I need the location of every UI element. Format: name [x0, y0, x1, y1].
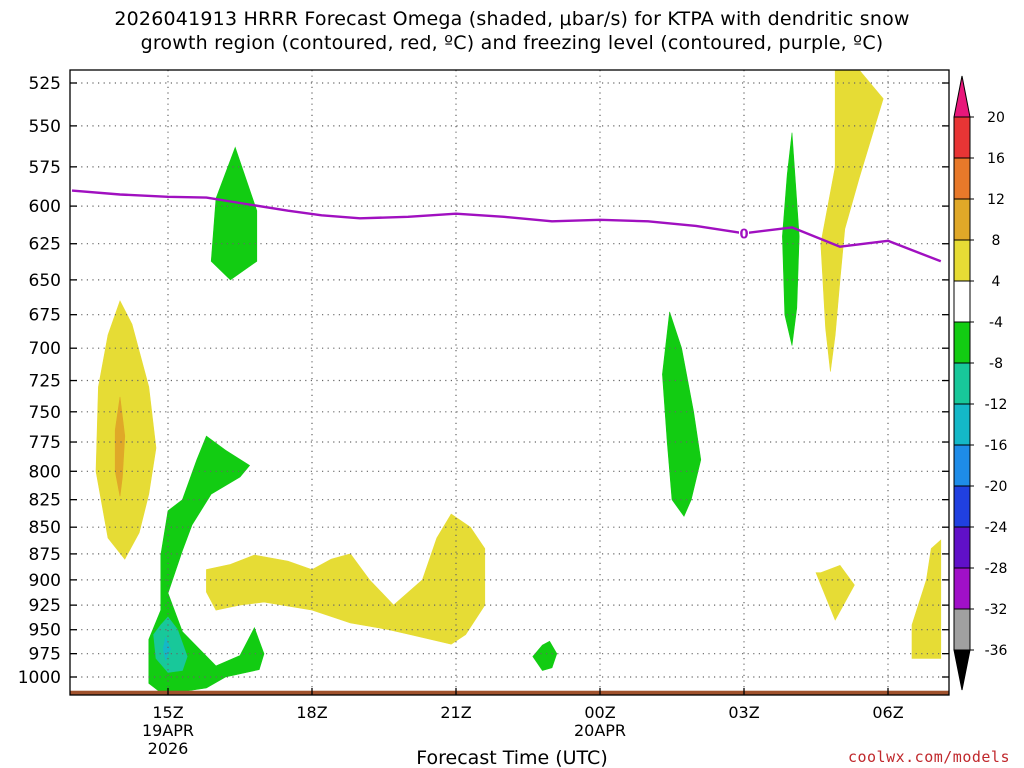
- y-tick-label: 550: [29, 117, 61, 137]
- colorbar-label: -24: [985, 520, 1008, 536]
- colorbar-label: -36: [985, 643, 1008, 659]
- y-tick-label: 750: [29, 403, 61, 423]
- colorbar-swatch-11: [953, 567, 971, 610]
- y-tick-label: 725: [29, 372, 61, 392]
- omega-region-9: [782, 132, 800, 346]
- colorbar-label: -20: [985, 479, 1008, 495]
- omega-region-10: [820, 69, 884, 372]
- y-tick-label: 825: [29, 491, 61, 511]
- x-axis-label: Forecast Time (UTC): [416, 747, 607, 768]
- x-tick-label: 06Z: [872, 703, 903, 722]
- y-axis: 525 550 575 600 625 650 675 700 725 750 775 800 825 8…: [18, 74, 949, 688]
- y-tick-label: 600: [29, 197, 61, 217]
- y-tick-label: 875: [29, 545, 61, 565]
- omega-region-6: [206, 513, 486, 645]
- omega-region-5: [162, 636, 171, 662]
- colorbar-label: 8: [992, 233, 1001, 249]
- colorbar-swatch-10: [953, 526, 971, 569]
- y-tick-label: 675: [29, 306, 61, 326]
- freezing-level-line: [71, 189, 942, 263]
- colorbar-swatch-2: [953, 198, 971, 241]
- x-tick-label: 03Z: [728, 703, 759, 722]
- colorbar-swatch-6: [953, 362, 971, 405]
- surface-band: [70, 690, 949, 695]
- colorbar-label: -16: [985, 438, 1008, 454]
- colorbar-bottom-arrow: [953, 649, 971, 691]
- colorbar-label: 4: [992, 274, 1001, 290]
- x-tick-label: 19APR: [142, 721, 194, 740]
- y-tick-label: 1000: [18, 668, 61, 688]
- omega-region-7: [532, 640, 558, 671]
- y-tick-label: 700: [29, 339, 61, 359]
- colorbar-label: -32: [985, 602, 1008, 618]
- source-credit: coolwx.com/models: [847, 748, 1010, 766]
- colorbar-label: 20: [987, 110, 1005, 126]
- chart-title-line-2: growth region (contoured, red, ºC) and f…: [140, 32, 884, 54]
- y-tick-label: 575: [29, 158, 61, 178]
- x-tick-label: 15Z: [152, 703, 183, 722]
- y-tick-label: 525: [29, 74, 61, 94]
- colorbar-swatch-0: [953, 116, 971, 159]
- colorbar-swatch-3: [953, 239, 971, 282]
- colorbar-swatch-7: [953, 403, 971, 446]
- freezing-level-label: 0: [739, 227, 748, 242]
- chart-title-line-1: 2026041913 HRRR Forecast Omega (shaded, …: [114, 8, 910, 30]
- x-tick-label: 21Z: [440, 703, 471, 722]
- y-tick-label: 625: [29, 235, 61, 255]
- y-tick-label: 925: [29, 596, 61, 616]
- colorbar-swatch-1: [953, 157, 971, 200]
- colorbar-label: -28: [985, 561, 1008, 577]
- x-tick-label: 00Z: [584, 703, 615, 722]
- omega-region-1: [114, 396, 126, 497]
- plot-frame: [69, 69, 950, 696]
- x-tick-label: 18Z: [296, 703, 327, 722]
- colorbar-label: 12: [987, 192, 1005, 208]
- y-tick-label: 850: [29, 518, 61, 538]
- colorbar-swatch-5: [953, 321, 971, 364]
- colorbar-swatch-12: [953, 608, 971, 651]
- colorbar: 20 16 12 8 4 -4 -8 -12 -16 -20 -24 -28 -32 -36: [953, 75, 1008, 691]
- colorbar-swatch-4: [953, 280, 971, 323]
- omega-region-12: [911, 539, 942, 659]
- x-tick-label: 20APR: [574, 721, 626, 740]
- omega-region-8: [662, 311, 702, 517]
- colorbar-swatch-8: [953, 444, 971, 487]
- y-tick-label: 975: [29, 645, 61, 665]
- colorbar-label: -4: [989, 315, 1003, 331]
- surface-ground: [70, 690, 949, 695]
- grid-lines: [70, 70, 949, 695]
- y-tick-label: 650: [29, 271, 61, 291]
- colorbar-top-arrow: [953, 75, 971, 118]
- x-tick-label: 2026: [148, 739, 189, 758]
- y-tick-label: 775: [29, 433, 61, 453]
- colorbar-label: 16: [987, 151, 1005, 167]
- colorbar-label: -12: [985, 397, 1008, 413]
- y-tick-label: 800: [29, 462, 61, 482]
- freezing-label-bg: [739, 226, 749, 241]
- freezing-level-contour: 0: [71, 189, 942, 263]
- y-tick-label: 900: [29, 571, 61, 591]
- colorbar-label: -8: [989, 356, 1003, 372]
- y-tick-label: 950: [29, 621, 61, 641]
- omega-region-4: [153, 616, 188, 673]
- colorbar-swatch-9: [953, 485, 971, 528]
- omega-region-11: [815, 565, 855, 621]
- omega-region-0: [95, 300, 157, 560]
